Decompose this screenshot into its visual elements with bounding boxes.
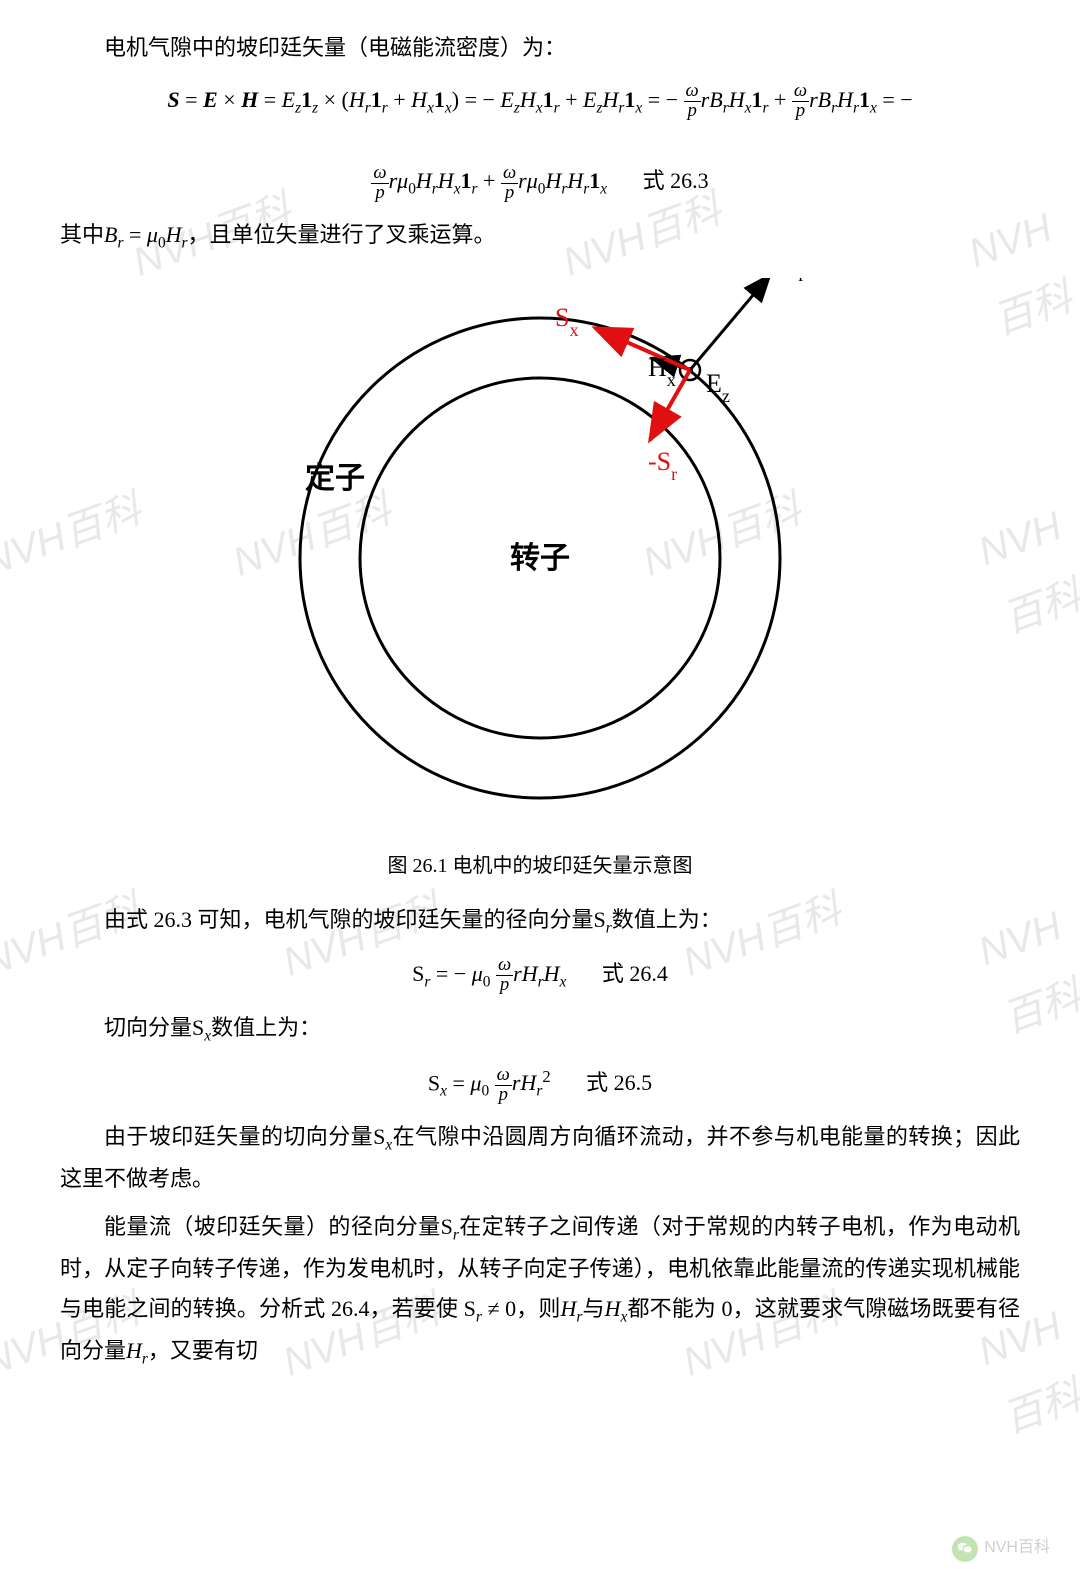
energy-c1: ，则 bbox=[516, 1296, 560, 1321]
svg-text:Ez: Ez bbox=[706, 369, 730, 406]
svg-text:Hr: Hr bbox=[778, 278, 805, 286]
post-eq-pre: 其中 bbox=[60, 222, 104, 247]
energy-a: 能量流（坡印廷矢量）的径向分量 bbox=[104, 1214, 441, 1239]
post-eq-text: 其中Br = μ0Hr，且单位矢量进行了叉乘运算。 bbox=[60, 215, 1020, 257]
eq-label-26-3: 式 26.3 bbox=[643, 161, 709, 201]
sx-intro-pre: 切向分量 bbox=[104, 1015, 192, 1040]
motor-diagram-svg: HrHxEzSx-Sr定子转子 bbox=[230, 278, 850, 838]
sx-discuss-para: 由于坡印廷矢量的切向分量Sx在气隙中沿圆周方向循环流动，并不参与机电能量的转换；… bbox=[60, 1117, 1020, 1199]
sr-intro-pre: 由式 26.3 可知，电机气隙的坡印廷矢量的径向分量 bbox=[104, 907, 594, 932]
figure-26-1: HrHxEzSx-Sr定子转子 bbox=[60, 278, 1020, 838]
sx-intro-para: 切向分量Sx数值上为： bbox=[60, 1008, 1020, 1050]
figure-caption: 图 26.1 电机中的坡印廷矢量示意图 bbox=[60, 848, 1020, 884]
svg-text:Sx: Sx bbox=[555, 303, 579, 340]
energy-c2: 与 bbox=[582, 1296, 604, 1321]
post-eq-post: ，且单位矢量进行了叉乘运算。 bbox=[188, 222, 496, 247]
energy-flow-para: 能量流（坡印廷矢量）的径向分量Sr在定转子之间传递（对于常规的内转子电机，作为电… bbox=[60, 1207, 1020, 1373]
equation-26-3: S = E × H = Ez1z × (Hr1r + Hx1x) = − EzH… bbox=[60, 80, 1020, 204]
svg-text:-Sr: -Sr bbox=[648, 447, 677, 484]
sx-intro-post: 数值上为： bbox=[211, 1015, 321, 1040]
sr-intro-para: 由式 26.3 可知，电机气隙的坡印廷矢量的径向分量Sr数值上为： bbox=[60, 900, 1020, 942]
sx-discuss-pre: 由于坡印廷矢量的切向分量 bbox=[104, 1124, 373, 1149]
intro-paragraph: 电机气隙中的坡印廷矢量（电磁能流密度）为： bbox=[60, 28, 1020, 68]
wechat-label: NVH百科 bbox=[984, 1534, 1050, 1563]
svg-text:转子: 转子 bbox=[510, 542, 570, 575]
wechat-icon bbox=[952, 1536, 978, 1562]
svg-text:定子: 定子 bbox=[305, 461, 365, 495]
sr-intro-post: 数值上为： bbox=[612, 907, 722, 932]
eq-label-26-5: 式 26.5 bbox=[586, 1063, 652, 1103]
equation-26-5: Sx = μ0 ωprHr2 式 26.5 bbox=[60, 1062, 1020, 1105]
chat-bubble-icon bbox=[957, 1541, 973, 1557]
wechat-badge: NVH百科 bbox=[952, 1534, 1050, 1563]
eq-label-26-4: 式 26.4 bbox=[602, 954, 668, 994]
energy-c4: ，又要有切 bbox=[148, 1338, 258, 1363]
equation-26-4: Sr = − μ0 ωprHrHx 式 26.4 bbox=[60, 954, 1020, 996]
